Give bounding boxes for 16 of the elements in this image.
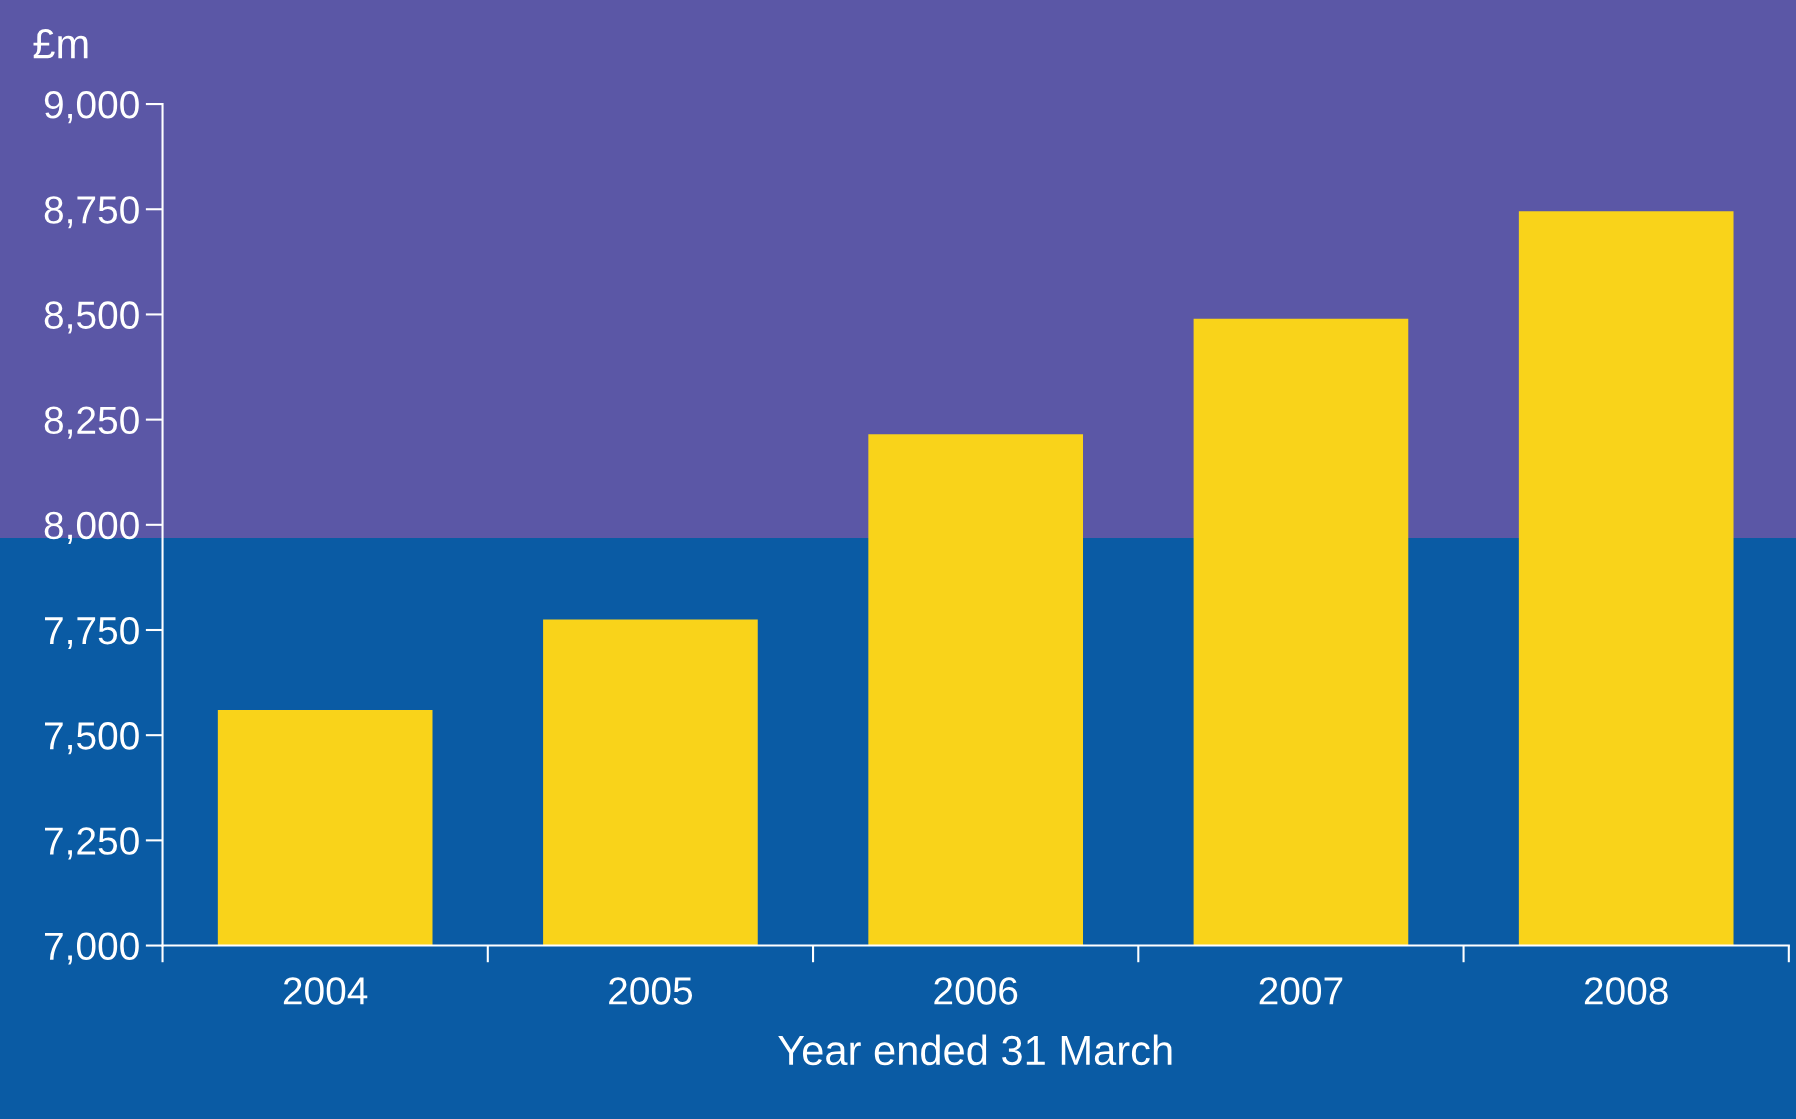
y-tick-label: 8,750 <box>44 196 139 229</box>
y-tick-label: 7,750 <box>45 616 139 650</box>
x-axis-title: Year ended 31 March <box>778 1034 1172 1066</box>
x-tick-label: 2007 <box>1259 977 1343 1005</box>
y-tick-label: 7,250 <box>45 827 139 860</box>
y-tick-label: 8,000 <box>44 511 139 544</box>
x-tick-label: 2008 <box>1584 977 1668 1005</box>
x-tick-label: 2004 <box>283 977 368 1005</box>
y-axis-title: £m <box>33 29 88 59</box>
x-tick-label: 2006 <box>934 977 1018 1005</box>
y-tick-label: 9,000 <box>44 91 139 124</box>
y-tick-label: 7,500 <box>45 722 139 755</box>
y-tick-label: 8,250 <box>44 406 139 439</box>
y-tick-label: 8,500 <box>44 301 139 334</box>
y-tick-label: 7,000 <box>45 932 139 965</box>
x-tick-label: 2005 <box>609 977 693 1005</box>
